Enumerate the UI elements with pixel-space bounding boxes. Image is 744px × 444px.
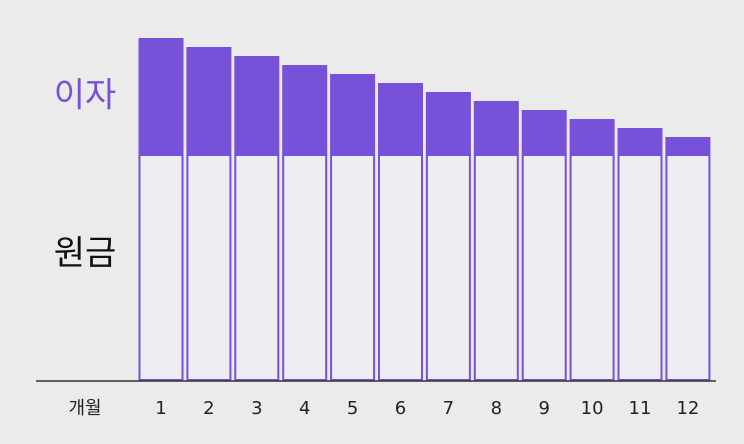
x-tick-label: 12 xyxy=(676,398,699,419)
principal-bar xyxy=(521,154,567,381)
principal-bar xyxy=(234,154,280,381)
principal-bar xyxy=(378,154,423,381)
x-tick-label: 4 xyxy=(299,398,310,419)
principal-bar xyxy=(138,154,184,381)
principal-bar xyxy=(665,154,711,381)
x-tick-label: 5 xyxy=(347,398,358,419)
interest-bar xyxy=(569,119,615,155)
x-tick-label: 3 xyxy=(251,398,262,419)
legend-label: 이자 xyxy=(54,76,117,116)
interest-bar xyxy=(521,110,567,155)
principal-bar xyxy=(282,154,328,381)
interest-bar xyxy=(617,128,663,155)
principal-bar xyxy=(425,154,471,381)
x-axis-label: 개월 xyxy=(68,398,101,419)
x-tick-label: 10 xyxy=(581,398,604,419)
x-tick-label: 7 xyxy=(443,398,454,419)
x-tick-label: 9 xyxy=(538,398,549,419)
interest-bar xyxy=(665,137,711,155)
x-tick-label: 2 xyxy=(203,398,214,419)
principal-bar xyxy=(186,154,232,381)
interest-bar xyxy=(186,47,232,155)
principal-bar xyxy=(330,154,376,381)
interest-bar xyxy=(378,83,423,155)
legend-label: 원금 xyxy=(54,234,117,274)
x-tick-label: 1 xyxy=(155,398,166,419)
x-tick-label: 8 xyxy=(491,398,502,419)
interest-bar xyxy=(425,92,471,155)
interest-bar xyxy=(282,65,328,155)
principal-bar xyxy=(617,154,663,381)
interest-bar xyxy=(138,38,184,155)
interest-bar xyxy=(473,101,519,155)
principal-bar xyxy=(473,154,519,381)
interest-bar xyxy=(234,56,280,155)
x-tick-label: 11 xyxy=(629,398,652,419)
x-tick-label: 6 xyxy=(395,398,406,419)
principal-bar xyxy=(569,154,615,381)
interest-bar xyxy=(330,74,376,155)
